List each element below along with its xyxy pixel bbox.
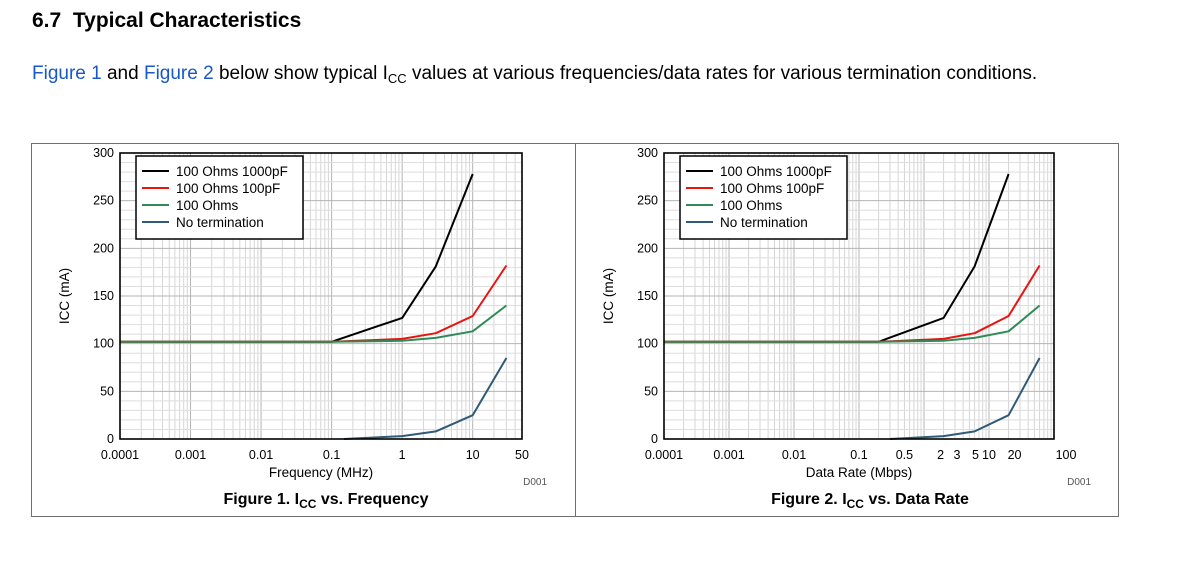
- fig1-y-tick-label: 250: [93, 194, 114, 208]
- fig1-series-line-3: [120, 304, 508, 343]
- fig2-x-tick-label: 3: [954, 448, 961, 462]
- section-title: Typical Characteristics: [72, 9, 302, 32]
- fig2-x-tick-label: 0.001: [713, 448, 744, 462]
- fig1-y-tick-label: 300: [93, 146, 114, 160]
- fig1-y-tick-label: 50: [100, 384, 114, 398]
- fig1-y-axis-label: ICC (mA): [57, 268, 72, 324]
- figure-2-caption-sub: CC: [846, 497, 864, 511]
- fig2-y-tick-label: 50: [644, 384, 658, 398]
- fig2-x-tick-label: 0.01: [782, 448, 806, 462]
- figure-panels-divider: [575, 143, 576, 517]
- fig1-x-tick-label: 1: [399, 448, 406, 462]
- fig2-series-line-4: [889, 357, 1041, 440]
- fig2-x-tick-label: 10: [982, 448, 996, 462]
- fig1-legend-label-1: 100 Ohms 1000pF: [176, 164, 288, 179]
- icc-subscript: CC: [387, 71, 407, 86]
- fig2-legend-label-2: 100 Ohms 100pF: [720, 181, 824, 196]
- figure-2-link[interactable]: Figure 2: [143, 63, 214, 84]
- fig2-x-tick-label: 20: [1008, 448, 1022, 462]
- fig1-series-line-4: [343, 357, 508, 440]
- fig1-legend-label-4: No termination: [176, 215, 264, 230]
- fig2-y-tick-label: 250: [637, 194, 658, 208]
- fig2-x-tick-label: 5: [972, 448, 979, 462]
- figure-2-caption-suffix: vs. Data Rate: [868, 491, 969, 508]
- intro-text-b: values at various frequencies/data rates…: [411, 63, 1038, 84]
- fig2-x-tick-label: 100: [1056, 448, 1077, 462]
- figure-2-caption-prefix: Figure 2. I: [771, 491, 847, 508]
- fig1-x-tick-label: 0.001: [175, 448, 206, 462]
- fig1-y-tick-label: 100: [93, 337, 114, 351]
- figure-1-link[interactable]: Figure 1: [32, 63, 102, 84]
- figure-1-caption-suffix: vs. Frequency: [320, 491, 429, 508]
- fig2-legend-label-4: No termination: [720, 215, 808, 230]
- fig2-y-axis-label: ICC (mA): [601, 268, 616, 324]
- fig1-x-tick-label: 10: [466, 448, 480, 462]
- fig1-legend-box: [135, 155, 304, 240]
- fig2-legend-label-3: 100 Ohms: [720, 198, 783, 213]
- fig2-y-tick-label: 0: [651, 432, 658, 446]
- fig1-tag-label: D001: [523, 477, 547, 488]
- figure-1-caption-sub: CC: [299, 497, 317, 511]
- fig2-legend-box: [679, 155, 848, 240]
- fig1-y-tick-label: 0: [107, 432, 114, 446]
- fig1-x-tick-label: 0.0001: [101, 448, 139, 462]
- fig2-y-tick-label: 200: [637, 241, 658, 255]
- figure-1-caption: Figure 1. ICC vs. Frequency: [126, 491, 526, 511]
- fig2-tag-label: D001: [1067, 477, 1091, 488]
- intro-text-a: below show typical I: [218, 63, 388, 84]
- fig2-y-tick-label: 100: [637, 337, 658, 351]
- figure-2-caption: Figure 2. ICC vs. Data Rate: [670, 491, 1070, 511]
- figure-1-chart: 0 50 100 150 200 250 300 0.0001 0.001 0.01 0.1 1 10 5…: [57, 146, 547, 488]
- fig1-x-tick-label: 0.1: [323, 448, 340, 462]
- fig2-x-tick-label: 0.5: [896, 448, 913, 462]
- fig1-x-tick-label: 0.01: [249, 448, 273, 462]
- intro-and: and: [106, 63, 139, 84]
- fig1-x-tick-label: 50: [515, 448, 529, 462]
- fig2-legend-label-1: 100 Ohms 1000pF: [720, 164, 832, 179]
- fig2-x-tick-label: 2: [937, 448, 944, 462]
- figure-2-chart: 0 50 100 150 200 250 300 0.0001 0.001 0.01 0.1 0.5 2…: [601, 146, 1091, 488]
- intro-paragraph: Figure 1 and Figure 2 below show typical…: [32, 62, 1118, 86]
- fig2-x-tick-label: 0.1: [850, 448, 867, 462]
- fig2-x-axis-label: Data Rate (Mbps): [806, 465, 913, 480]
- fig2-y-tick-label: 150: [637, 289, 658, 303]
- section-number: 6.7: [32, 9, 62, 32]
- fig2-y-tick-label: 300: [637, 146, 658, 160]
- fig1-x-axis-label: Frequency (MHz): [269, 465, 373, 480]
- fig1-legend-label-2: 100 Ohms 100pF: [176, 181, 280, 196]
- fig2-x-tick-label: 0.0001: [645, 448, 683, 462]
- section-heading: 6.7 Typical Characteristics: [32, 9, 301, 33]
- fig1-y-tick-label: 150: [93, 289, 114, 303]
- fig1-y-tick-label: 200: [93, 241, 114, 255]
- figure-1-caption-prefix: Figure 1. I: [223, 491, 300, 508]
- fig1-plot-frame: [119, 152, 523, 440]
- fig1-legend-label-3: 100 Ohms: [176, 198, 239, 213]
- fig2-series-line-3: [664, 304, 1041, 343]
- fig2-plot-frame: [663, 152, 1055, 440]
